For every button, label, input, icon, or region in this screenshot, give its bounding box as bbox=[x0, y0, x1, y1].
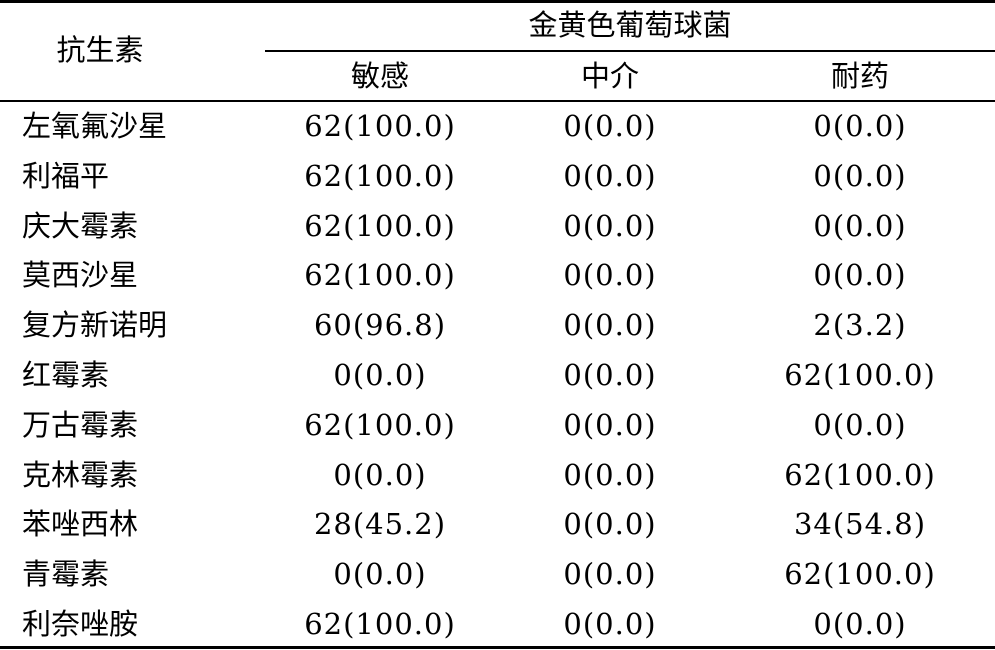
value-resistant: 0(0.0) bbox=[813, 607, 907, 641]
value-sensitive: 62(100.0) bbox=[304, 607, 456, 641]
value-resistant: 0(0.0) bbox=[813, 407, 907, 442]
row-header-antibiotic: 抗生素 bbox=[56, 33, 144, 67]
top-rule bbox=[0, 0, 995, 3]
col-header-intermediate: 中介 bbox=[580, 59, 639, 93]
antibiotic-name: 苯唑西林 bbox=[22, 507, 139, 542]
value-intermediate: 0(0.0) bbox=[563, 507, 657, 542]
antibiotic-name: 克林霉素 bbox=[22, 457, 139, 492]
value-intermediate: 0(0.0) bbox=[563, 358, 657, 392]
value-sensitive: 62(100.0) bbox=[304, 109, 456, 143]
value-intermediate: 0(0.0) bbox=[563, 208, 657, 243]
value-sensitive: 28(45.2) bbox=[313, 507, 447, 542]
value-intermediate: 0(0.0) bbox=[563, 158, 657, 193]
antibiotic-name: 莫西沙星 bbox=[22, 258, 139, 293]
antibiotic-name: 红霉素 bbox=[22, 358, 110, 392]
antibiotic-name: 万古霉素 bbox=[22, 407, 139, 442]
value-intermediate: 0(0.0) bbox=[563, 308, 657, 343]
value-intermediate: 0(0.0) bbox=[563, 258, 657, 293]
value-intermediate: 0(0.0) bbox=[563, 607, 657, 641]
antibiotic-name: 庆大霉素 bbox=[22, 208, 139, 243]
value-sensitive: 60(96.8) bbox=[313, 308, 447, 343]
group-underline bbox=[265, 50, 995, 52]
value-intermediate: 0(0.0) bbox=[563, 457, 657, 492]
value-intermediate: 0(0.0) bbox=[563, 407, 657, 442]
col-header-resistant: 耐药 bbox=[830, 59, 889, 93]
value-resistant: 2(3.2) bbox=[813, 308, 907, 343]
antibiotic-name: 利奈唑胺 bbox=[22, 607, 139, 641]
value-resistant: 62(100.0) bbox=[784, 557, 936, 592]
antibiotic-name: 青霉素 bbox=[22, 557, 110, 592]
antibiotic-name: 利福平 bbox=[22, 158, 110, 193]
value-sensitive: 62(100.0) bbox=[304, 208, 456, 243]
value-resistant: 62(100.0) bbox=[784, 358, 936, 392]
value-resistant: 62(100.0) bbox=[784, 457, 936, 492]
value-resistant: 0(0.0) bbox=[813, 258, 907, 293]
value-intermediate: 0(0.0) bbox=[563, 557, 657, 592]
group-header-organism: 金黄色葡萄球菌 bbox=[528, 8, 732, 42]
antibiotic-name: 复方新诺明 bbox=[22, 308, 168, 343]
value-sensitive: 0(0.0) bbox=[333, 358, 427, 392]
value-resistant: 34(54.8) bbox=[793, 507, 927, 542]
bottom-rule bbox=[0, 646, 995, 649]
value-sensitive: 0(0.0) bbox=[333, 557, 427, 592]
value-resistant: 0(0.0) bbox=[813, 158, 907, 193]
value-resistant: 0(0.0) bbox=[813, 208, 907, 243]
value-sensitive: 62(100.0) bbox=[304, 407, 456, 442]
value-sensitive: 62(100.0) bbox=[304, 258, 456, 293]
value-intermediate: 0(0.0) bbox=[563, 109, 657, 143]
header-rule bbox=[0, 100, 995, 102]
value-sensitive: 0(0.0) bbox=[333, 457, 427, 492]
value-sensitive: 62(100.0) bbox=[304, 158, 456, 193]
col-header-sensitive: 敏感 bbox=[350, 59, 409, 93]
antibiotic-name: 左氧氟沙星 bbox=[22, 109, 168, 143]
value-resistant: 0(0.0) bbox=[813, 109, 907, 143]
